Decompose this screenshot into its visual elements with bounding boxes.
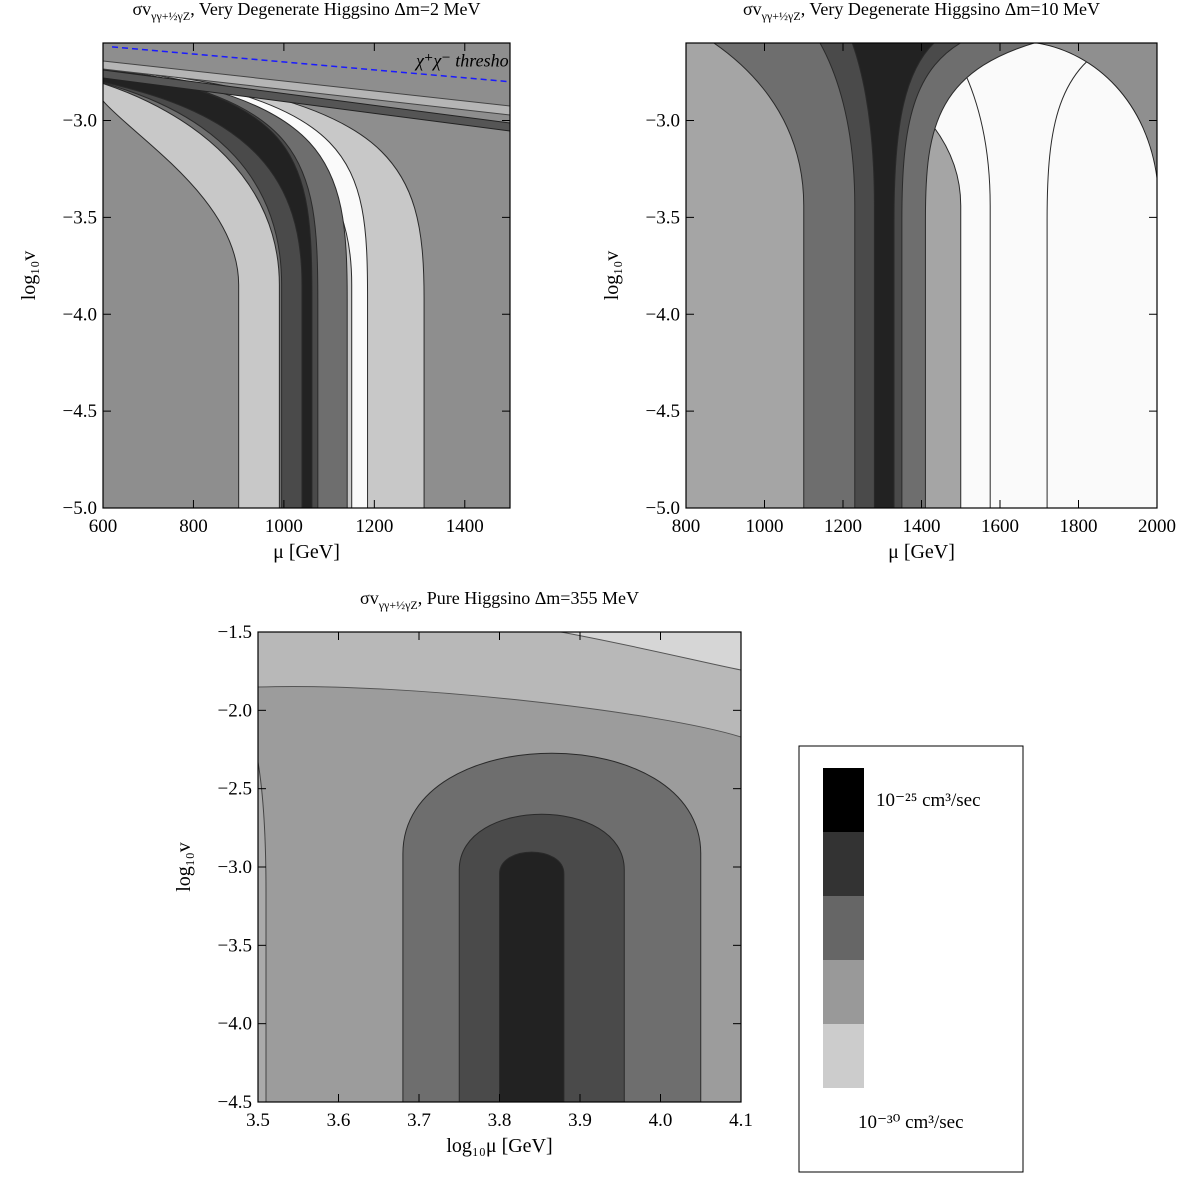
contour-band-1 <box>947 43 1114 508</box>
contour-band-4 <box>851 43 935 508</box>
y-axis-label: log₁₀v <box>18 251 40 301</box>
title-subscript: γγ+½γZ <box>150 9 190 23</box>
panel-delta-10mev: 800 1000 1200 1400 1600 1800 2000 −5.0 −4.5 −4.0 −… <box>601 0 1176 563</box>
plot-area <box>686 43 1157 508</box>
upper-contour <box>258 632 741 738</box>
title-subscript: γγ+½γZ <box>378 598 418 612</box>
y-axis-label: log₁₀v <box>601 251 623 301</box>
x-tick-label: 3.9 <box>568 1110 592 1131</box>
y-axis-label: log₁₀v <box>173 842 195 892</box>
y-tick-label: −2.5 <box>218 779 252 800</box>
x-tick-label: 1000 <box>265 516 303 537</box>
contour-band-3 <box>103 67 319 508</box>
contour-band-4 <box>103 67 313 508</box>
title-prefix: σv <box>743 0 762 19</box>
y-tick-label: −5.0 <box>646 498 680 519</box>
title-suffix: , Very Degenerate Higgsino Δm=2 MeV <box>190 0 480 19</box>
legend-swatch-2 <box>823 896 864 960</box>
title-suffix: , Very Degenerate Higgsino Δm=10 MeV <box>801 0 1100 19</box>
x-tick-label: 1600 <box>981 516 1019 537</box>
threshold-line <box>111 46 510 83</box>
plot-area <box>258 632 741 1102</box>
contour-band-2 <box>499 851 565 1102</box>
panel-pure-higgsino: 3.5 3.6 3.7 3.8 3.9 4.0 4.1 −4.5 −4.0 −3.5 −3.0 −2.… <box>173 588 753 1157</box>
y-tick-label: −4.0 <box>646 304 680 325</box>
x-tick-label: 1400 <box>446 516 484 537</box>
x-tick-label: 2000 <box>1138 516 1176 537</box>
x-tick-label: 1800 <box>1060 516 1098 537</box>
y-tick-label: −4.5 <box>63 401 97 422</box>
x-tick-label: 3.6 <box>327 1110 351 1131</box>
left-edge-contour <box>258 761 267 1102</box>
panel-delta-2mev: χ⁺χ⁻ threshold 600 800 1000 1200 1400 −5.0 −4.5… <box>18 0 524 563</box>
chart-title: σvγγ+½γZ, Very Degenerate Higgsino Δm=10… <box>743 0 1100 23</box>
chart-title: σvγγ+½γZ, Pure Higgsino Δm=355 MeV <box>360 588 639 612</box>
title-prefix: σv <box>132 0 151 19</box>
threshold-label: χ⁺χ⁻ threshold <box>414 50 524 70</box>
title-suffix: , Pure Higgsino Δm=355 MeV <box>418 588 639 608</box>
legend-bottom-label: 10⁻³⁰ cm³/sec <box>858 1112 964 1133</box>
y-tick-label: −2.0 <box>218 700 252 721</box>
x-tick-label: 1200 <box>355 516 393 537</box>
legend-top-label: 10⁻²⁵ cm³/sec <box>876 790 981 811</box>
y-tick-label: −5.0 <box>63 498 97 519</box>
legend-swatch-4 <box>823 1024 864 1088</box>
threshold-ridge <box>103 69 510 132</box>
y-tick-label: −3.5 <box>218 935 252 956</box>
title-prefix: σv <box>360 588 379 608</box>
x-tick-label: 800 <box>672 516 701 537</box>
legend: 10⁻²⁵ cm³/sec 10⁻³⁰ cm³/sec <box>798 745 1024 1173</box>
plot-frame <box>102 42 511 509</box>
legend-swatch-0 <box>823 768 864 832</box>
x-tick-label: 1400 <box>903 516 941 537</box>
legend-swatch-1 <box>823 832 864 896</box>
y-tick-label: −3.0 <box>218 857 252 878</box>
y-tick-label: −3.0 <box>63 111 97 132</box>
y-tick-label: −4.5 <box>646 401 680 422</box>
x-axis-label: μ [GeV] <box>273 541 340 563</box>
y-tick-label: −4.0 <box>218 1014 252 1035</box>
x-tick-label: 3.7 <box>407 1110 431 1131</box>
contour-band-0 <box>814 43 1157 508</box>
x-tick-label: 4.0 <box>649 1110 673 1131</box>
legend-swatch-3 <box>823 960 864 1024</box>
x-tick-label: 3.5 <box>246 1110 270 1131</box>
x-tick-label: 4.1 <box>729 1110 753 1131</box>
x-axis-label: log₁₀μ [GeV] <box>446 1135 552 1157</box>
y-tick-label: −1.5 <box>218 622 252 643</box>
x-tick-label: 800 <box>179 516 208 537</box>
title-subscript: γγ+½γZ <box>761 9 801 23</box>
y-tick-label: −3.5 <box>63 207 97 228</box>
x-tick-label: 600 <box>89 516 118 537</box>
x-tick-label: 3.8 <box>488 1110 512 1131</box>
y-tick-label: −4.5 <box>218 1092 252 1113</box>
x-tick-label: 1000 <box>746 516 784 537</box>
plot-area: χ⁺χ⁻ threshold <box>103 43 524 508</box>
x-axis-label: μ [GeV] <box>888 541 955 563</box>
x-tick-label: 1200 <box>824 516 862 537</box>
threshold-ridge-light <box>103 60 510 116</box>
y-tick-label: −3.5 <box>646 207 680 228</box>
y-tick-label: −4.0 <box>63 304 97 325</box>
chart-title: σvγγ+½γZ, Very Degenerate Higgsino Δm=2 … <box>132 0 480 23</box>
y-tick-label: −3.0 <box>646 111 680 132</box>
